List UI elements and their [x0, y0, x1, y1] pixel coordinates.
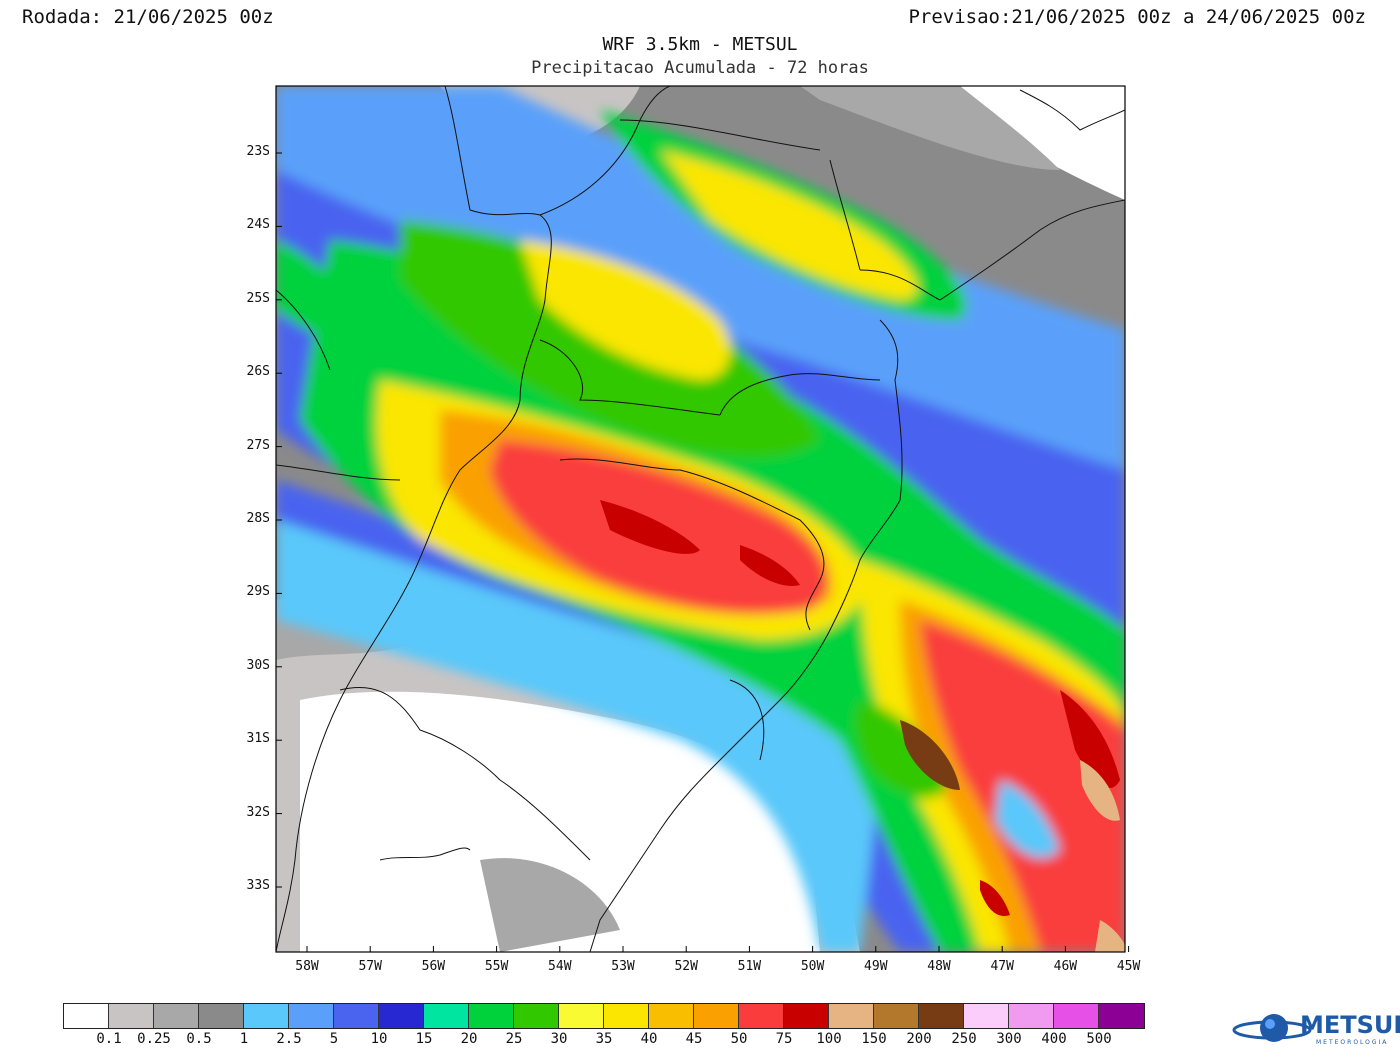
lat-label: 33S: [246, 878, 270, 893]
colorbar-swatch: [604, 1004, 649, 1028]
colorbar-label: 400: [1041, 1031, 1067, 1047]
lat-label: 25S: [246, 290, 270, 306]
colorbar-swatch: [559, 1004, 604, 1028]
colorbar-swatch: [379, 1004, 424, 1028]
metsul-logo: [1232, 1014, 1312, 1042]
colorbar-swatch: [1054, 1004, 1099, 1028]
colorbar-label: 0.25: [137, 1031, 171, 1047]
lat-label: 32S: [246, 804, 270, 820]
lon-label: 48W: [927, 959, 951, 974]
colorbar-label: 300: [996, 1031, 1022, 1047]
lon-label: 54W: [548, 959, 572, 974]
lat-label: 27S: [246, 437, 270, 453]
lon-label: 46W: [1053, 959, 1078, 974]
lat-label: 23S: [246, 144, 270, 159]
lon-label: 49W: [864, 959, 888, 974]
colorbar-label: 40: [640, 1031, 658, 1047]
colorbar-swatch: [154, 1004, 199, 1028]
colorbar-label: 15: [415, 1031, 433, 1047]
colorbar-swatch: [829, 1004, 874, 1028]
lat-label: 29S: [246, 584, 270, 600]
colorbar-label: 30: [550, 1031, 568, 1047]
colorbar-label: 0.1: [96, 1031, 122, 1047]
colorbar-label: 1: [239, 1031, 249, 1047]
map-frame: [275, 85, 1126, 953]
lon-label: 51W: [737, 959, 762, 974]
run-date-label: Rodada: 21/06/2025 00z: [22, 6, 274, 28]
lon-label: 47W: [990, 959, 1014, 974]
colorbar-swatch: [739, 1004, 784, 1028]
colorbar-swatch: [469, 1004, 514, 1028]
lat-label: 31S: [246, 731, 270, 747]
lon-label: 45W: [1116, 959, 1141, 974]
colorbar-label: 35: [595, 1031, 613, 1047]
colorbar-label: 0.5: [186, 1031, 212, 1047]
lat-label: 24S: [246, 217, 270, 233]
colorbar-swatch: [874, 1004, 919, 1028]
colorbar-label: 45: [685, 1031, 703, 1047]
colorbar-label: 20: [460, 1031, 478, 1047]
lat-label: 30S: [246, 657, 270, 673]
globe-icon: [1260, 1014, 1288, 1042]
precipitation-field: [276, 86, 1125, 952]
colorbar-swatch: [919, 1004, 964, 1028]
lon-label: 52W: [674, 959, 698, 974]
colorbar-label: 5: [329, 1031, 339, 1047]
axis-ticks: [276, 152, 1130, 952]
colorbar-swatch: [784, 1004, 829, 1028]
colorbar-swatch: [1099, 1004, 1144, 1028]
colorbar-swatch: [199, 1004, 244, 1028]
boundaries: [276, 86, 1125, 952]
colorbar-swatch: [289, 1004, 334, 1028]
map-subtitle: Precipitacao Acumulada - 72 horas: [531, 58, 869, 78]
colorbar-label: 150: [861, 1031, 887, 1047]
lon-label: 50W: [800, 959, 825, 974]
colorbar-swatch: [244, 1004, 289, 1028]
colorbar-swatch: [649, 1004, 694, 1028]
colorbar-swatch: [964, 1004, 1009, 1028]
map-title: WRF 3.5km - METSUL: [602, 34, 798, 55]
forecast-period-label: Previsao:21/06/2025 00z a 24/06/2025 00z: [908, 6, 1366, 28]
lon-label: 53W: [611, 959, 635, 974]
lon-label: 55W: [484, 959, 509, 974]
colorbar-label: 10: [370, 1031, 388, 1047]
colorbar-label: 200: [906, 1031, 932, 1047]
lon-label: 57W: [358, 959, 382, 974]
colorbar-swatch: [514, 1004, 559, 1028]
colorbar-swatch: [334, 1004, 379, 1028]
colorbar-swatch: [1009, 1004, 1054, 1028]
lon-label: 58W: [295, 959, 319, 974]
colorbar-swatch: [694, 1004, 739, 1028]
lon-label: 56W: [421, 959, 446, 974]
colorbar-label: 100: [816, 1031, 842, 1047]
colorbar-label: 50: [730, 1031, 748, 1047]
lat-label: 28S: [246, 511, 270, 526]
precipitation-colorbar: [63, 1003, 1145, 1029]
colorbar-label: 75: [775, 1031, 793, 1047]
colorbar-swatch: [109, 1004, 154, 1028]
colorbar-label: 250: [951, 1031, 977, 1047]
colorbar-swatch: [424, 1004, 469, 1028]
colorbar-label: 25: [505, 1031, 523, 1047]
logo-text: METSUL: [1300, 1011, 1400, 1039]
colorbar-swatch: [64, 1004, 109, 1028]
lat-label: 26S: [246, 364, 270, 380]
colorbar-label: 2.5: [276, 1031, 302, 1047]
logo-subtitle: METEOROLOGIA: [1316, 1039, 1389, 1046]
colorbar-label: 500: [1086, 1031, 1112, 1047]
